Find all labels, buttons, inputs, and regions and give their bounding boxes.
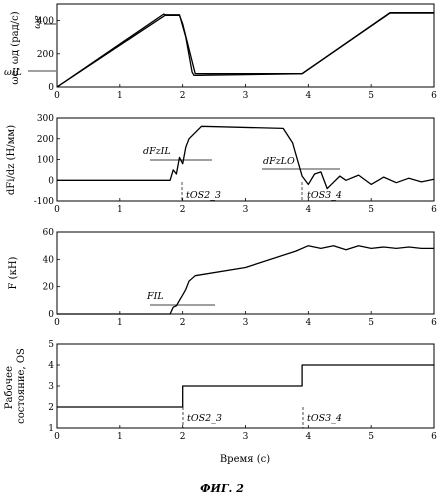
panel-3-ytick-label-3: 60 [43,228,55,238]
panel-2-ann-dfzil: dFzIL [143,146,171,157]
panel-2-xtick-label-4: 4 [305,205,311,215]
panel-1-xtick-label-4: 4 [305,91,311,101]
panel-3-frame [56,231,435,315]
panel-3-xtick-label-4: 4 [305,318,311,328]
x-axis-label: Время (с) [220,454,270,465]
panel-3-xtick-label-2: 2 [180,318,186,328]
panel-4-ytick-label-2: 3 [48,382,54,392]
panel-2-ytick-label-4: 300 [37,114,54,124]
panel-3-ann-fil: FIL [146,291,164,302]
panel-4-xtick-label-1: 1 [117,432,123,442]
panel-1-ann-wil: ωIL [4,67,22,78]
panel-4-ylabel: Рабочее состояние, OS [4,348,27,424]
panel-2-series-line-0 [57,125,435,190]
figure-caption: ФИГ. 2 [200,482,244,495]
panel-3-ytick-label-1: 20 [43,283,55,293]
panel-2-ytick-label-1: 0 [48,176,54,186]
panel-4-ytick-label-4: 5 [48,340,54,350]
panel-4-xtick-label-0: 0 [54,432,60,442]
panel-3-ytick-label-2: 40 [43,255,55,265]
panel-3-ytick-label-0: 0 [48,310,54,320]
panel-1-series [56,11,434,88]
panel-2-ytick-label-3: 200 [37,135,54,145]
panel-1-xtick-label-6: 6 [431,91,437,101]
panel-2-series [57,125,435,190]
panel-2-xtick-label-1: 1 [117,205,123,215]
panel-1-xtick-label-2: 2 [180,91,186,101]
panel-2-xtick-label-3: 3 [243,205,249,215]
panel-1-ann-we: ωе [32,15,43,29]
panel-2-xtick-label-0: 0 [54,205,60,215]
panel-4-ytick-label-0: 1 [48,424,54,434]
panel-2-frame [56,117,435,202]
panel-3-xtick-label-3: 3 [243,318,249,328]
panel-3-xtick-label-6: 6 [431,318,437,328]
panel-4-series [57,364,434,408]
panel-3-series-line-0 [57,245,434,315]
panel-1-xtick-label-5: 5 [368,91,374,101]
panel-2-ann-tos23: tOS2_3 [186,190,221,201]
panel-1-ylabel: ωе, ωд (рад/с) [10,11,21,84]
panel-2-ann-dfzlo: dFzLO [263,156,295,167]
panel-4-ylabel-line-1: Рабочее [4,366,15,409]
panel-3-ylabel: F (кН) [8,256,19,289]
panel-4-ann-tos34: tOS3_4 [307,413,342,424]
panel-2-ann-tos34: tOS3_4 [307,190,342,201]
panel-1-ticks: 0 1 2 3 4 5 6 0 200 400 [37,17,437,101]
panel-4-xtick-label-5: 5 [368,432,374,442]
panel-2-xtick-label-6: 6 [431,205,437,215]
panel-2-ylabel: dFi/dz (Н/мм) [6,125,17,195]
panel-1-xtick-label-1: 1 [117,91,123,101]
panel-4-ylabel-line-2: состояние, OS [16,348,27,424]
panel-4-xtick-label-2: 2 [180,432,186,442]
panel-4-xtick-label-4: 4 [305,432,311,442]
panel-1-series-line-1 [56,11,434,88]
panel-3-xtick-label-0: 0 [54,318,60,328]
panel-1-ytick-label-0: 0 [48,83,54,93]
panel-1-xtick-label-0: 0 [54,91,60,101]
panel-4-ytick-label-1: 2 [48,403,54,413]
panel-4-xtick-label-6: 6 [431,432,437,442]
panel-1: 0 1 2 3 4 5 6 0 200 400 ωе, ωд (рад/с) ωе ωIL [4,3,437,101]
panel-4-series-line-0 [57,364,434,408]
panel-2-xtick-label-2: 2 [180,205,186,215]
panel-2-ytick-label-0: -100 [34,197,54,207]
panel-4-ytick-label-3: 4 [48,361,54,371]
panel-4-ann-tos23: tOS2_3 [187,413,222,424]
panel-3-series [57,245,434,315]
panel-2-xtick-label-5: 5 [368,205,374,215]
panel-3-xtick-label-1: 1 [117,318,123,328]
panel-1-xtick-label-3: 3 [243,91,249,101]
panel-2-ytick-label-2: 100 [37,156,54,166]
panel-1-ytick-label-2: 400 [37,17,54,27]
panel-3-xtick-label-5: 5 [368,318,374,328]
panel-1-ytick-label-1: 200 [37,50,54,60]
panel-4-xtick-label-3: 3 [243,432,249,442]
